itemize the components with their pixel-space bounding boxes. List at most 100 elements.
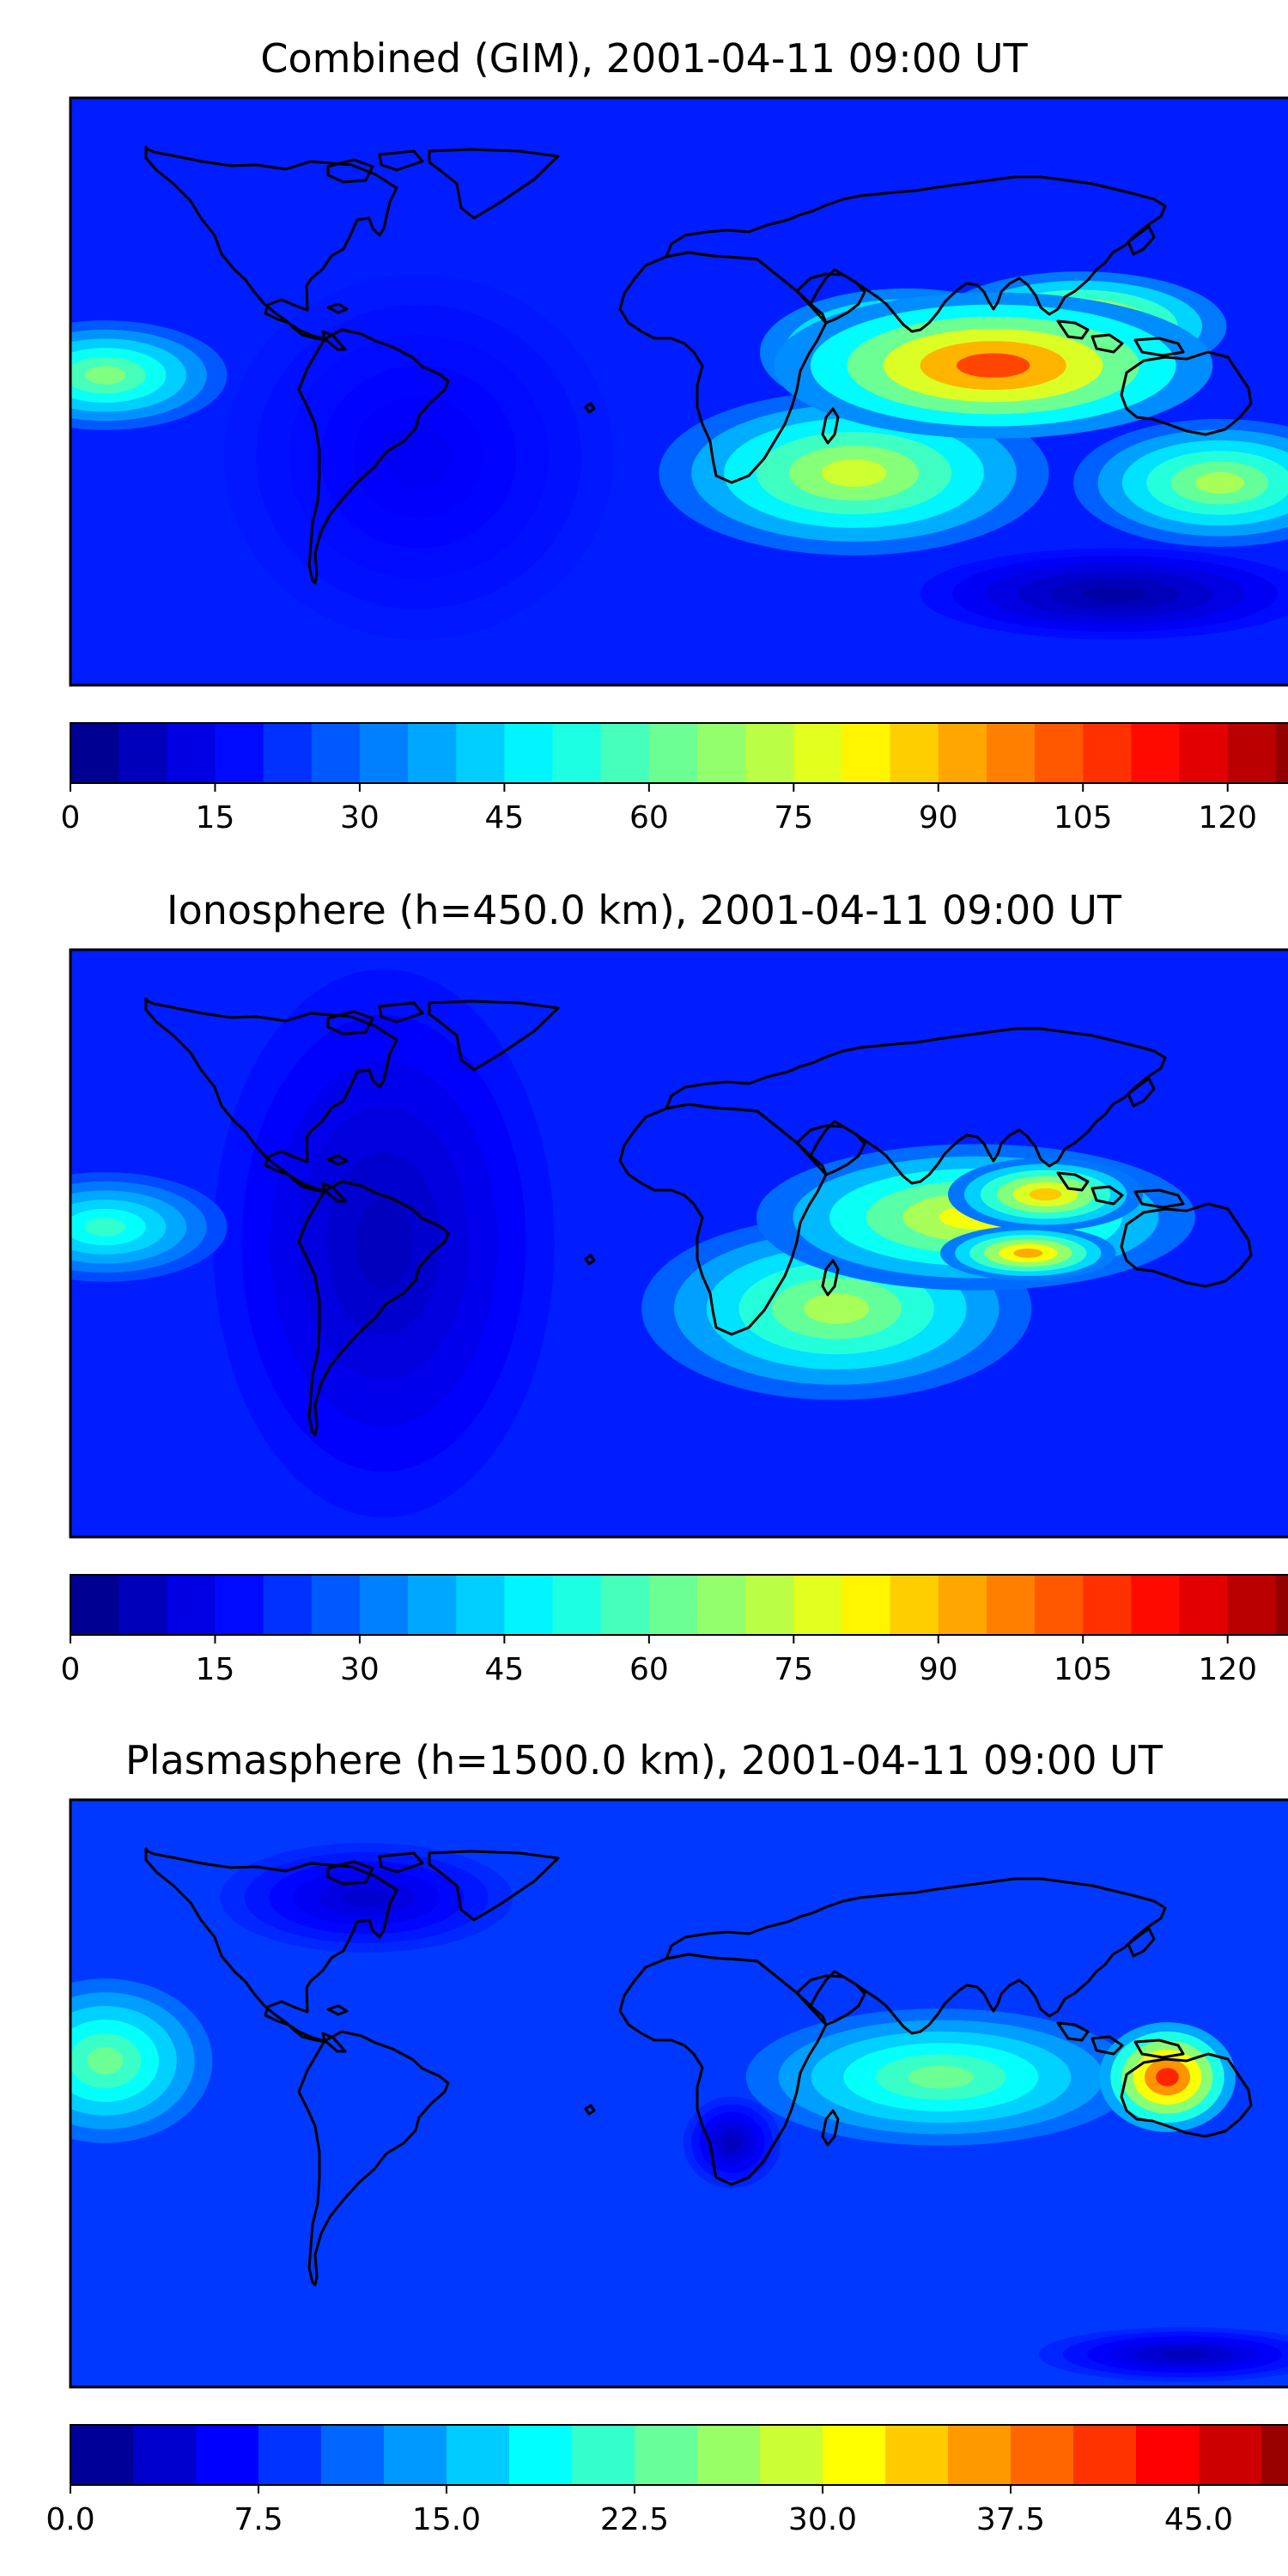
colorbar-segment [697, 1575, 746, 1635]
colorbar-tick-label: 75 [774, 1652, 813, 1687]
colorbar-tick-label: 45.0 [1164, 2502, 1233, 2537]
colorbar-frame [70, 2424, 1288, 2486]
contour-level [84, 1218, 126, 1236]
chart-title: Plasmasphere (h=1500.0 km), 2001-04-11 0… [125, 1737, 1163, 1783]
colorbar-segment [1179, 723, 1229, 783]
colorbar: 0 15 30 45 60 75 90 105 120 [61, 722, 1288, 835]
colorbar-segment [600, 723, 650, 783]
colorbar-segment [793, 1575, 843, 1635]
contour-level [1082, 586, 1148, 602]
colorbar-segment [697, 723, 746, 783]
colorbar-tick-label: 30.0 [788, 2502, 857, 2537]
colorbar-tick-label: 75 [774, 800, 813, 835]
colorbar-tick-label: 22.5 [600, 2502, 669, 2537]
panel-plasmasphere: Plasmasphere (h=1500.0 km), 2001-04-11 0… [46, 1737, 1288, 2537]
colorbar-segment [1275, 723, 1288, 783]
colorbar-segment [648, 723, 698, 783]
map-frame [69, 96, 1288, 687]
colorbar-segment [948, 2425, 1012, 2485]
colorbar-segment [70, 1575, 119, 1635]
colorbar-segment [1011, 2425, 1074, 2485]
colorbar-tick-label: 15 [196, 800, 235, 835]
colorbar-tick-label: 120 [1198, 800, 1257, 835]
colorbar-segment [504, 1575, 554, 1635]
map-area [70, 98, 1288, 685]
contour-level [1013, 1249, 1043, 1258]
colorbar-segment [509, 2425, 573, 2485]
colorbar-segment [311, 723, 361, 783]
colorbar-tick-label: 0 [61, 1652, 81, 1687]
panel-ionosphere: Ionosphere (h=450.0 km), 2001-04-11 09:0… [61, 887, 1288, 1687]
colorbar-tick-label: 37.5 [976, 2502, 1045, 2537]
colorbar-segment [1035, 723, 1084, 783]
colorbar: 0.0 7.5 15.0 22.5 30.0 37.5 45.0 [46, 2424, 1288, 2537]
colorbar-segment [1227, 723, 1277, 783]
colorbar-segment [70, 723, 119, 783]
colorbar-tick-label: 7.5 [234, 2502, 283, 2537]
colorbar-segment [504, 723, 554, 783]
colorbar-tick-label: 0 [61, 800, 81, 835]
colorbar-segment [600, 1575, 650, 1635]
colorbar-segment [841, 1575, 891, 1635]
colorbar-tick-label: 60 [629, 1652, 669, 1687]
colorbar-segment [456, 1575, 505, 1635]
colorbar-segment [263, 723, 313, 783]
colorbar-tick-label: 15 [196, 1652, 235, 1687]
colorbar-segment [1083, 723, 1132, 783]
colorbar-segment [1199, 2425, 1262, 2485]
colorbar-segment [885, 2425, 949, 2485]
colorbar-tick-label: 30 [340, 1652, 380, 1687]
map-area [70, 950, 1288, 1537]
colorbar-segment [572, 2425, 635, 2485]
chart-title: Combined (GIM), 2001-04-11 09:00 UT [260, 35, 1028, 82]
contour-level [1160, 2349, 1210, 2360]
colorbar-segment [648, 1575, 698, 1635]
colorbar-segment [70, 2425, 134, 2485]
colorbar-segment [408, 723, 457, 783]
colorbar-segment [890, 1575, 939, 1635]
colorbar-segment [1035, 1575, 1084, 1635]
colorbar-tick-label: 105 [1054, 1652, 1113, 1687]
colorbar-segment [167, 723, 216, 783]
contour-level [386, 426, 452, 488]
contour-level [1029, 1188, 1062, 1201]
colorbar-segment [552, 723, 602, 783]
map-frame [69, 1798, 1288, 2389]
colorbar-segment [986, 723, 1036, 783]
colorbar-segment [263, 1575, 313, 1635]
colorbar-tick-label: 15.0 [412, 2502, 481, 2537]
colorbar-segment [133, 2425, 197, 2485]
colorbar-segment [1131, 1575, 1181, 1635]
colorbar-segment [1261, 2425, 1288, 2485]
colorbar-tick-label: 120 [1198, 1652, 1257, 1687]
colorbar-segment [118, 1575, 167, 1635]
colorbar-segment [745, 723, 794, 783]
contour-level [1194, 471, 1244, 494]
colorbar-segment [1179, 1575, 1229, 1635]
contour-level [957, 353, 1030, 378]
colorbar-tick-label: 45 [484, 1652, 524, 1687]
colorbar-segment [1073, 2425, 1137, 2485]
colorbar-segment [745, 1575, 794, 1635]
colorbar-tick-label: 60 [629, 800, 669, 835]
contour-level [355, 1197, 413, 1290]
colorbar-segment [823, 2425, 886, 2485]
colorbar-segment [697, 2425, 761, 2485]
colorbar-segment [1083, 1575, 1132, 1635]
colorbar-frame [70, 722, 1288, 784]
contour-level [724, 2135, 741, 2150]
colorbar-segment [359, 723, 409, 783]
contour-level [342, 1888, 392, 1907]
contour-level [804, 1293, 870, 1324]
colorbar-segment [447, 2425, 510, 2485]
colorbar-segment [167, 1575, 216, 1635]
colorbar-segment [359, 1575, 409, 1635]
colorbar-segment [311, 1575, 361, 1635]
colorbar-segment [938, 723, 987, 783]
colorbar-segment [258, 2425, 322, 2485]
colorbar-segment [890, 723, 939, 783]
panel-combined: Combined (GIM), 2001-04-11 09:00 UT 0 15 3… [61, 35, 1288, 835]
colorbar-tick-label: 90 [919, 800, 958, 835]
colorbar-tick-label: 45 [484, 800, 524, 835]
